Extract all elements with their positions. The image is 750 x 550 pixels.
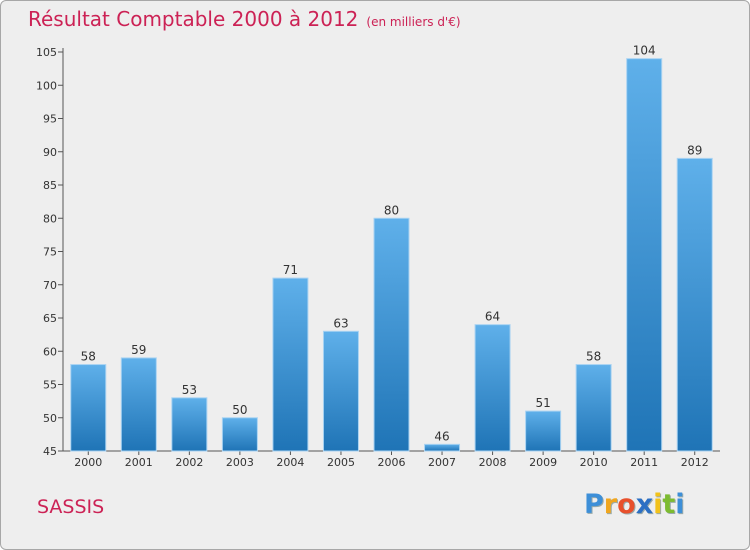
logo-letter: P — [584, 489, 604, 520]
logo-letter: o — [617, 489, 636, 520]
y-tick-label: 70 — [43, 279, 57, 292]
bar-2005 — [322, 330, 359, 452]
bar-2000 — [70, 364, 107, 452]
logo-letter: t — [662, 489, 676, 520]
y-tick-label: 50 — [43, 412, 57, 425]
x-tick-label: 2009 — [529, 456, 557, 469]
y-tick-label: 85 — [43, 179, 57, 192]
x-tick-label: 2002 — [175, 456, 203, 469]
chart-subtitle: (en milliers d'€) — [366, 15, 461, 29]
x-tick-label: 2000 — [74, 456, 102, 469]
x-tick-label: 2003 — [226, 456, 254, 469]
bar-2002 — [171, 397, 208, 452]
x-tick-label: 2004 — [276, 456, 304, 469]
y-tick-label: 100 — [36, 79, 57, 92]
value-label: 71 — [283, 263, 298, 277]
y-tick-label: 45 — [43, 445, 57, 458]
value-label: 64 — [485, 310, 500, 324]
bar-2008 — [474, 324, 511, 452]
y-tick-label: 55 — [43, 379, 57, 392]
value-label: 50 — [232, 403, 247, 417]
y-tick-label: 60 — [43, 345, 57, 358]
bar-2001 — [120, 357, 157, 452]
x-tick-label: 2012 — [681, 456, 709, 469]
logo-letter: i — [653, 489, 663, 520]
logo-letter: r — [603, 489, 618, 520]
value-label: 51 — [535, 396, 550, 410]
y-tick-label: 65 — [43, 312, 57, 325]
y-tick-label: 90 — [43, 146, 57, 159]
value-label: 104 — [633, 44, 656, 58]
value-label: 53 — [182, 383, 197, 397]
bar-2010 — [575, 364, 612, 452]
value-label: 63 — [333, 316, 348, 330]
x-tick-label: 2005 — [327, 456, 355, 469]
value-label: 89 — [687, 143, 702, 157]
chart-title: Résultat Comptable 2000 à 2012 (en millie… — [28, 7, 461, 31]
value-label: 58 — [586, 350, 601, 364]
x-tick-label: 2006 — [378, 456, 406, 469]
y-tick-label: 80 — [43, 212, 57, 225]
proxiti-logo: Proxiti — [584, 489, 685, 520]
bar-2006 — [373, 217, 410, 452]
value-label: 58 — [81, 350, 96, 364]
bar-2011 — [626, 58, 663, 452]
chart-title-text: Résultat Comptable 2000 à 2012 — [28, 7, 359, 31]
bar-2009 — [525, 410, 562, 452]
y-tick-label: 95 — [43, 113, 57, 126]
x-tick-label: 2010 — [580, 456, 608, 469]
y-tick-label: 105 — [36, 46, 57, 59]
bar-2003 — [221, 417, 258, 452]
x-tick-label: 2008 — [479, 456, 507, 469]
bar-2007 — [424, 443, 461, 452]
value-label: 46 — [434, 429, 449, 443]
x-tick-label: 2007 — [428, 456, 456, 469]
x-tick-label: 2001 — [125, 456, 153, 469]
value-label: 59 — [131, 343, 146, 357]
commune-name: SASSIS — [37, 496, 105, 518]
logo-letter: x — [635, 489, 654, 520]
y-tick-label: 75 — [43, 246, 57, 259]
bar-2004 — [272, 277, 309, 452]
x-tick-label: 2011 — [630, 456, 658, 469]
bar-2012 — [676, 157, 713, 452]
logo-letter: i — [675, 489, 685, 520]
value-label: 80 — [384, 203, 399, 217]
